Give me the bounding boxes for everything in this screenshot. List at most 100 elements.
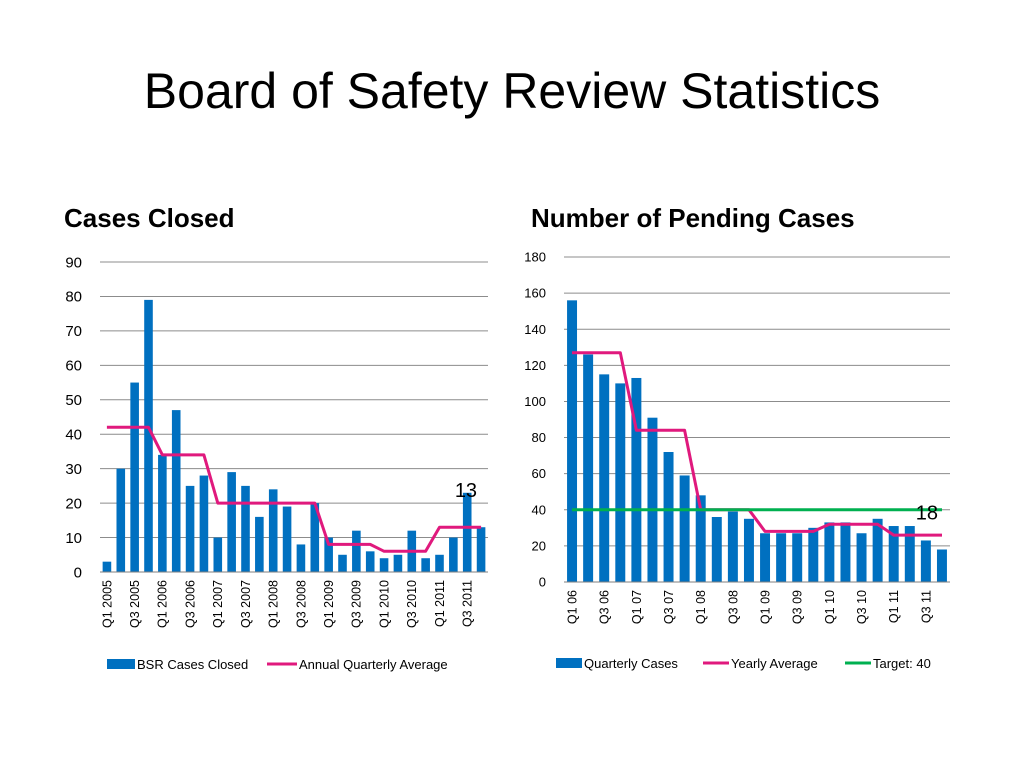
pending-cases-x-tick-label: Q1 06 — [565, 590, 579, 624]
pending-cases-data-label: 18 — [916, 503, 938, 525]
pending-cases-y-tick-label: 160 — [524, 286, 546, 301]
cases-closed-x-tick-label: Q1 2010 — [377, 580, 391, 628]
pending-cases-y-tick-label: 60 — [532, 466, 546, 481]
cases-closed-bar — [296, 544, 306, 572]
pending-cases-y-tick-label: 120 — [524, 358, 546, 373]
cases-closed-y-tick-label: 50 — [65, 392, 82, 409]
cases-closed-x-tick-label: Q1 2011 — [433, 580, 447, 627]
cases-closed-x-tick-label: Q3 2008 — [294, 580, 308, 628]
pending-cases-y-tick-label: 80 — [532, 430, 546, 445]
pending-cases-bar — [856, 533, 867, 582]
pending-cases-bar — [760, 533, 771, 582]
cases-closed-bar — [449, 537, 458, 572]
pending-cases-bar — [936, 549, 947, 582]
cases-closed-bar — [102, 561, 112, 572]
cases-closed-bar — [379, 558, 389, 572]
pending-cases-legend-swatch — [556, 658, 582, 668]
pending-cases-bar — [840, 522, 851, 582]
cases-closed-x-tick-label: Q3 2010 — [405, 580, 419, 628]
pending-cases-x-tick-label: Q3 07 — [662, 590, 676, 624]
cases-closed-bar — [352, 530, 361, 572]
pending-cases-bar — [808, 527, 819, 582]
pending-cases-bar — [647, 417, 658, 582]
cases-closed-bar — [365, 551, 375, 572]
pending-cases-x-tick-label: Q3 06 — [598, 590, 612, 624]
pending-cases-y-tick-label: 20 — [532, 538, 546, 553]
cases-closed-y-tick-label: 40 — [65, 426, 82, 443]
pending-cases-x-tick-label: Q3 11 — [919, 590, 933, 623]
cases-closed-bar — [199, 475, 209, 572]
pending-cases-x-tick-label: Q1 10 — [823, 590, 837, 624]
cases-closed-bar — [324, 537, 333, 572]
cases-closed-y-tick-label: 80 — [65, 289, 82, 306]
cases-closed-y-tick-label: 20 — [65, 495, 82, 512]
cases-closed-bar — [393, 554, 403, 572]
pending-cases-x-tick-label: Q3 08 — [726, 590, 740, 624]
cases-closed-bar — [282, 506, 292, 572]
cases-closed-bar — [241, 485, 250, 572]
pending-cases-legend-label: Target: 40 — [873, 656, 931, 671]
cases-closed-y-tick-label: 70 — [65, 323, 82, 340]
cases-closed-bar — [213, 537, 223, 572]
pending-cases-bar — [631, 377, 642, 582]
cases-closed-x-tick-label: Q1 2008 — [267, 580, 281, 628]
pending-cases-y-tick-label: 100 — [524, 394, 546, 409]
pending-cases-yearly-average-line — [572, 351, 942, 537]
cases-closed-bar — [310, 503, 320, 572]
pending-cases-y-tick-label: 180 — [524, 250, 546, 265]
pending-cases-bar — [792, 533, 803, 582]
pending-cases-bar — [711, 517, 722, 582]
pending-cases-chart-title: Number of Pending Cases — [531, 203, 855, 233]
cases-closed-data-label: 13 — [455, 480, 477, 502]
pending-cases-x-tick-label: Q1 11 — [887, 590, 901, 623]
cases-closed-bar — [130, 382, 139, 572]
cases-closed-bar — [116, 468, 126, 572]
pending-cases-x-tick-label: Q1 09 — [758, 590, 772, 624]
pending-cases-bar — [727, 511, 738, 582]
pending-cases-bar — [888, 526, 899, 582]
cases-closed-x-tick-label: Q3 2005 — [128, 580, 142, 628]
pending-cases-bar — [824, 522, 835, 582]
pending-cases-x-tick-label: Q3 10 — [855, 590, 869, 624]
cases-closed-y-tick-label: 90 — [65, 254, 82, 271]
cases-closed-bar — [421, 558, 430, 572]
cases-closed-chart-title: Cases Closed — [64, 203, 235, 233]
cases-closed-bar — [476, 527, 486, 572]
cases-closed-bar — [268, 489, 278, 572]
pending-cases-y-tick-label: 40 — [532, 502, 546, 517]
pending-cases-bar — [583, 354, 594, 582]
pending-cases-y-tick-label: 0 — [539, 575, 546, 590]
pending-cases-bar — [695, 495, 706, 582]
cases-closed-legend-swatch — [107, 659, 135, 669]
cases-closed-x-tick-label: Q1 2007 — [211, 580, 225, 628]
pending-cases-legend-label: Quarterly Cases — [584, 656, 678, 671]
pending-cases-bar — [679, 475, 690, 582]
cases-closed-annual-quarterly-average-line — [106, 425, 482, 553]
cases-closed-legend-label: Annual Quarterly Average — [299, 657, 448, 672]
cases-closed-bar — [462, 492, 472, 572]
cases-closed-x-tick-label: Q3 2006 — [183, 580, 197, 628]
pending-cases-bar — [920, 540, 931, 582]
cases-closed-x-tick-label: Q3 2009 — [350, 580, 364, 628]
cases-closed-bar — [144, 299, 153, 572]
pending-cases-bar — [743, 518, 754, 582]
pending-cases-legend-label: Yearly Average — [731, 656, 818, 671]
cases-closed-y-tick-label: 60 — [65, 358, 82, 375]
pending-cases-x-tick-label: Q1 08 — [694, 590, 708, 624]
cases-closed-x-tick-label: Q1 2009 — [322, 580, 336, 628]
cases-closed-x-tick-label: Q3 2011 — [461, 580, 475, 627]
cases-closed-x-tick-label: Q1 2005 — [100, 580, 114, 628]
cases-closed-y-tick-label: 30 — [65, 461, 82, 478]
cases-closed-bar — [255, 516, 264, 572]
pending-cases-bar — [872, 518, 883, 582]
pending-cases-bar — [567, 300, 578, 582]
pending-cases-bar — [904, 526, 915, 582]
cases-closed-x-tick-label: Q3 2007 — [239, 580, 253, 628]
pending-cases-bar — [615, 383, 626, 582]
cases-closed-bar — [158, 454, 167, 572]
pending-cases-x-tick-label: Q1 07 — [630, 590, 644, 624]
pending-cases-x-tick-label: Q3 09 — [791, 590, 805, 624]
pending-cases-bar — [599, 374, 610, 582]
cases-closed-bar — [185, 485, 195, 572]
